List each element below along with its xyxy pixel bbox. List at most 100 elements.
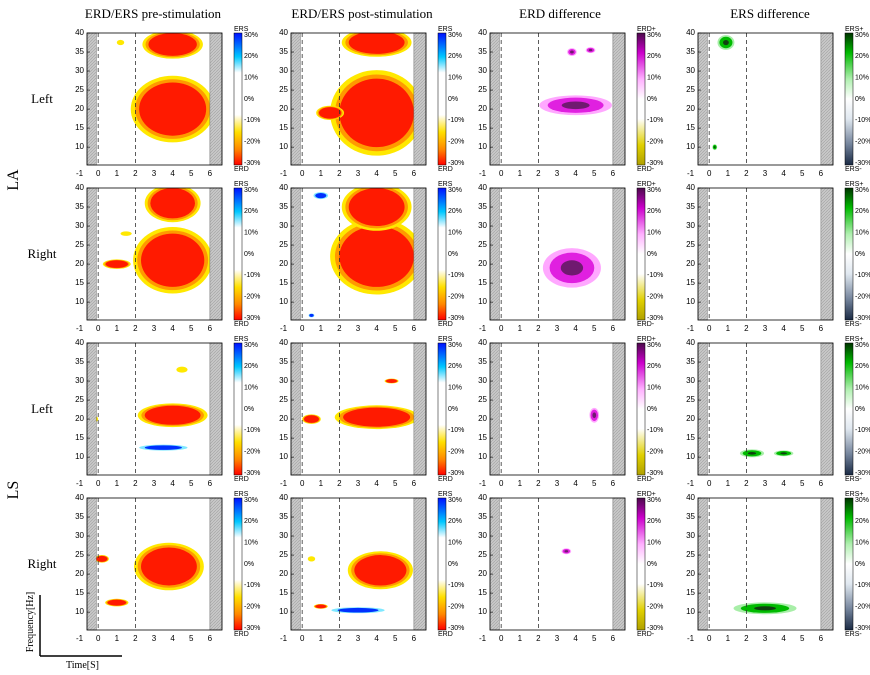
y-tick-label: 10 [75,297,84,306]
colorbar-bottom-label: ERD [438,166,453,173]
colorbar-tick-label: 10% [244,75,258,82]
y-tick-label: 20 [279,104,288,113]
panel: -1012345610152025303540ERD+ERD-30%20%10%… [478,336,663,488]
activity-blob [562,101,590,109]
x-tick-label: 2 [536,169,541,178]
x-tick-label: 1 [319,479,324,488]
colorbar-tick-label: 10% [448,75,462,82]
panel: -1012345610152025303540ERSERD30%20%10%0%… [75,181,260,333]
x-tick-label: -1 [76,634,84,643]
y-tick-label: 10 [686,607,695,616]
activity-blob [339,226,413,287]
x-tick-label: 3 [555,479,560,488]
colorbar-tick-label: -20% [855,449,870,456]
activity-blob [589,49,593,51]
colorbar-bottom-label: ERD [438,321,453,328]
x-tick-label: -1 [687,169,695,178]
y-tick-label: 35 [478,357,487,366]
y-tick-label: 30 [75,376,84,385]
x-tick-label: 5 [800,634,805,643]
x-tick-label: 0 [96,634,101,643]
colorbar-tick-label: 10% [448,230,462,237]
group-label: LA [5,169,22,191]
colorbar-tick-label: 0% [448,561,458,568]
baseline-bar [291,188,300,320]
colorbar-bottom-label: ERS- [845,631,862,638]
x-tick-label: 0 [300,634,305,643]
x-tick-label: 6 [611,324,616,333]
x-tick-label: 3 [763,479,768,488]
x-tick-label: 2 [133,634,138,643]
colorbar-tick-label: -10% [647,582,663,589]
plot-area [698,33,833,165]
x-tick-label: 5 [189,324,194,333]
colorbar-tick-label: 10% [647,230,661,237]
x-tick-label: -1 [687,324,695,333]
panel: -1012345610152025303540ERSERD30%20%10%0%… [279,26,464,178]
x-tick-label: 0 [499,634,504,643]
y-tick-label: 20 [279,569,288,578]
activity-blob [319,107,341,118]
activity-blob [349,188,405,226]
colorbar-tick-label: -30% [647,470,663,477]
row-label: Right [28,556,57,571]
colorbar-tick-label: -20% [647,139,663,146]
colorbar-tick-label: 30% [448,187,462,194]
y-tick-label: 30 [279,66,288,75]
x-tick-label: -1 [479,169,487,178]
panel: -1012345610152025303540ERSERD30%20%10%0%… [279,181,464,333]
activity [734,602,797,614]
y-tick-label: 10 [478,142,487,151]
x-tick-label: 3 [763,634,768,643]
y-tick-label: 20 [75,259,84,268]
panel: -1012345610152025303540ERS+ERS-30%20%10%… [686,336,870,488]
colorbar-tick-label: 10% [647,385,661,392]
baseline-bar [414,498,426,630]
x-tick-label: -1 [280,169,288,178]
baseline-bar [698,343,707,475]
x-tick-label: 4 [170,324,175,333]
x-tick-label: 6 [208,324,213,333]
y-tick-label: 10 [686,452,695,461]
colorbar-tick-label: 30% [448,32,462,39]
colorbar [234,33,242,165]
y-tick-label: 20 [686,414,695,423]
x-tick-label: 4 [374,479,379,488]
baseline-bar [490,343,499,475]
activity [562,548,572,554]
colorbar-tick-label: -10% [855,582,870,589]
x-tick-label: 4 [374,634,379,643]
colorbar-tick-label: 10% [244,230,258,237]
activity-blob [141,547,197,585]
y-tick-label: 25 [279,395,288,404]
y-tick-label: 10 [75,142,84,151]
y-tick-label: 30 [686,221,695,230]
activity-blob [354,555,406,585]
x-tick-label: 5 [189,634,194,643]
x-tick-label: 6 [819,169,824,178]
baseline-bar [613,188,625,320]
colorbar-bottom-label: ERD [438,631,453,638]
x-tick-label: 4 [781,324,786,333]
plot-area [698,188,833,320]
colorbar-tick-label: 30% [244,342,258,349]
y-tick-label: 40 [75,183,84,192]
colorbar-tick-label: 30% [448,342,462,349]
x-tick-label: 1 [319,634,324,643]
colorbar-tick-label: 0% [647,406,657,413]
colorbar-tick-label: 30% [855,497,869,504]
colorbar-tick-label: -10% [244,582,260,589]
y-tick-label: 40 [75,28,84,37]
y-tick-label: 30 [279,531,288,540]
x-tick-label: 2 [337,324,342,333]
baseline-bar [210,343,222,475]
x-tick-label: 6 [412,479,417,488]
panel: -1012345610152025303540ERS+ERS-30%20%10%… [686,26,870,178]
baseline-bar [87,498,96,630]
colorbar-tick-label: 30% [647,187,661,194]
colorbar-tick-label: -30% [855,160,870,167]
colorbar-tick-label: 20% [855,53,869,60]
x-tick-label: 3 [152,324,157,333]
colorbar-bottom-label: ERD- [637,321,655,328]
